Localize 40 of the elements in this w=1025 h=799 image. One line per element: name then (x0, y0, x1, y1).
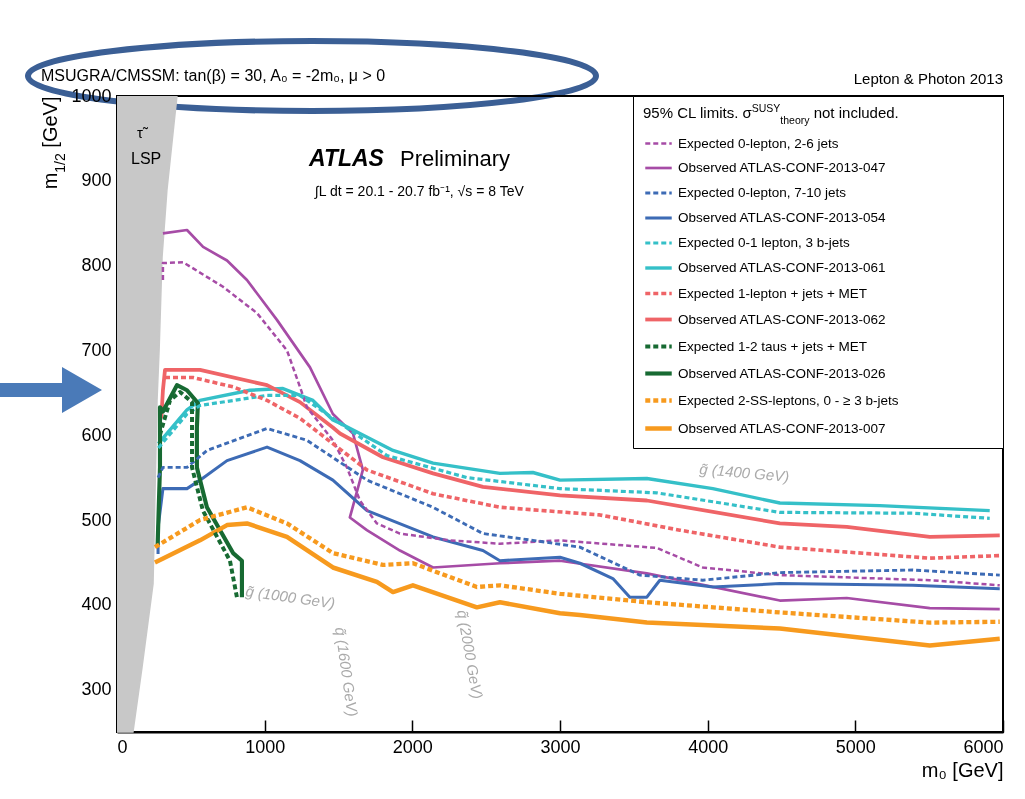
legend-label: Expected 2-SS-leptons, 0 - ≥ 3 b-jets (678, 392, 899, 408)
legend-label: Observed ATLAS-CONF-2013-054 (678, 210, 887, 225)
annotation: ATLAS (308, 145, 385, 171)
y-tick-label: 900 (81, 170, 112, 191)
legend-label: Expected 0-lepton, 7-10 jets (678, 185, 847, 200)
x-tick-label: 0 (117, 736, 128, 757)
legend-label: Expected 1-lepton + jets + MET (678, 285, 868, 301)
x-tick-label: 2000 (392, 736, 433, 757)
annotation: g̃ (1400 GeV) (698, 460, 790, 485)
legend-label: Observed ATLAS-CONF-2013-026 (678, 365, 886, 381)
legend-label: Expected 0-lepton, 2-6 jets (678, 135, 839, 151)
annotation: q̃ (1600 GeV) (332, 626, 362, 718)
legend-label: Observed ATLAS-CONF-2013-007 (678, 420, 886, 436)
annotation: ∫L dt = 20.1 - 20.7 fb⁻¹, √s = 8 TeV (314, 183, 525, 199)
annotation: Preliminary (400, 146, 511, 171)
annotation: τ̃ (137, 124, 149, 141)
x-tick-label: 1000 (245, 736, 286, 757)
text: Lepton & Photon 2013 (853, 70, 1003, 87)
y-tick-label: 400 (81, 594, 112, 615)
y-tick-label: 700 (81, 339, 112, 360)
y-tick-label: 800 (81, 255, 112, 276)
x-tick-label: 6000 (963, 736, 1004, 757)
legend-label: Observed ATLAS-CONF-2013-062 (678, 311, 886, 327)
x-tick-label: 5000 (835, 736, 876, 757)
annotation: q̃ (2000 GeV) (454, 608, 487, 701)
y-tick-label: 600 (81, 424, 112, 445)
legend-label: Expected 0-1 lepton, 3 b-jets (678, 235, 851, 250)
annotation: g̃ (1000 GeV) (244, 582, 337, 612)
legend-label: Observed ATLAS-CONF-2013-061 (678, 260, 886, 275)
x-tick-label: 3000 (540, 736, 581, 757)
legend-label: Observed ATLAS-CONF-2013-047 (678, 160, 886, 175)
y-tick-label: 500 (81, 509, 112, 530)
chart-title: MSUGRA/CMSSM: tan(β) = 30, A₀ = -2m₀, μ > 0 (40, 67, 386, 84)
legend-title: 95% CL limits. σ$^{SUSY}$$_{theory}$ not included. (643, 102, 899, 126)
x-tick-label: 4000 (688, 736, 729, 757)
y-tick-label: 300 (81, 679, 112, 700)
line-series (152, 505, 1002, 625)
annotation: LSP (131, 150, 162, 167)
legend-label: Expected 1-2 taus + jets + MET (678, 338, 868, 354)
x-axis-title: m₀ [GeV] (921, 758, 1004, 781)
